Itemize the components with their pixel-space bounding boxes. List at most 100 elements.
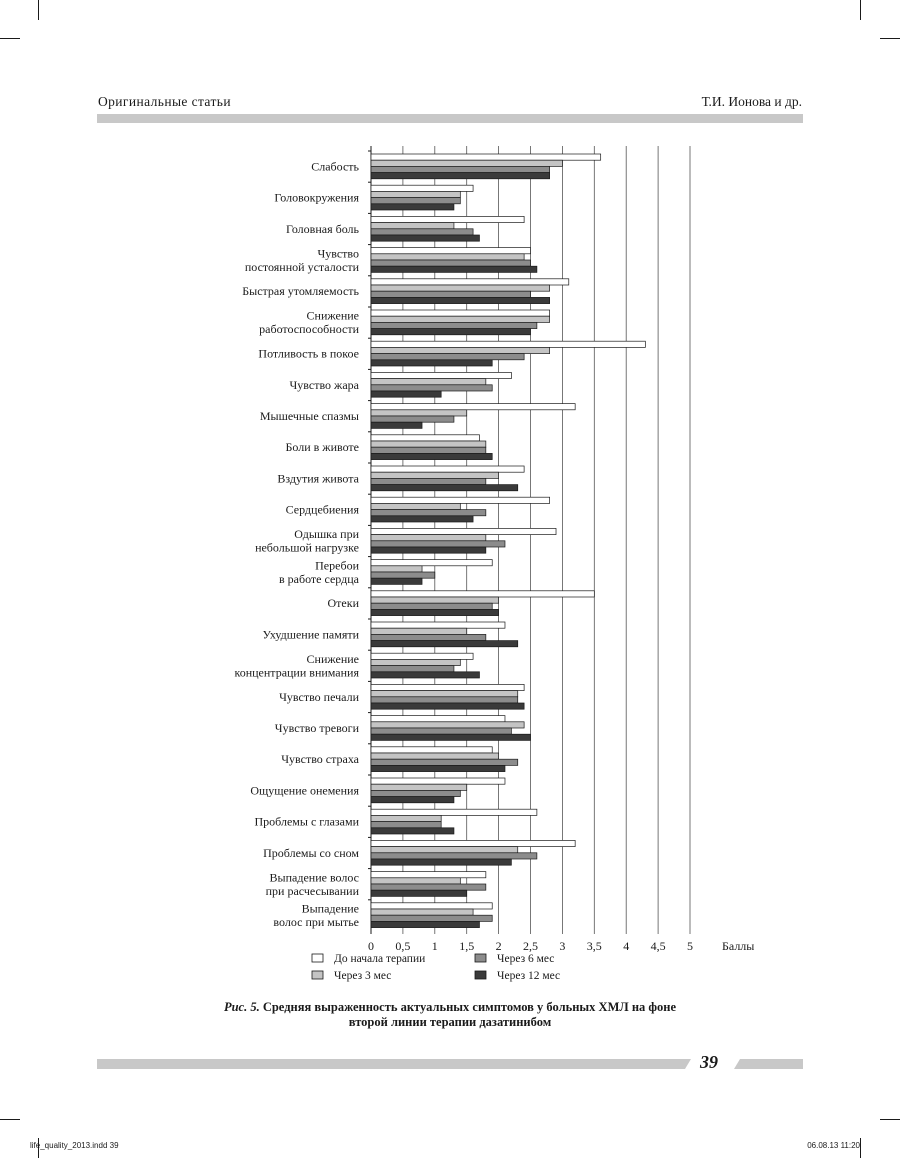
crop-mark xyxy=(0,38,20,39)
category-label: Сердцебиения xyxy=(286,503,360,517)
bar xyxy=(370,172,550,180)
bar xyxy=(370,515,474,523)
bar xyxy=(370,621,506,629)
bar xyxy=(370,434,480,442)
x-tick-label: 0,5 xyxy=(395,939,410,953)
bar xyxy=(370,914,493,922)
bar xyxy=(370,840,576,847)
bar xyxy=(370,634,487,641)
crop-mark xyxy=(38,1138,39,1158)
x-tick-label: 3 xyxy=(559,939,565,953)
bar xyxy=(370,727,512,735)
print-slug-date: 06.08.13 11:20 xyxy=(807,1141,860,1150)
bar xyxy=(370,889,468,897)
bar xyxy=(370,858,512,866)
bar xyxy=(370,421,423,429)
category-label: Снижение xyxy=(307,309,359,323)
bar xyxy=(370,565,423,573)
bar xyxy=(370,671,480,679)
category-label: Мышечные спазмы xyxy=(260,409,359,423)
crop-mark xyxy=(860,1138,861,1158)
category-label: Потливость в покое xyxy=(258,347,359,361)
bar xyxy=(370,571,436,579)
x-tick-label: 3,5 xyxy=(587,939,602,953)
bar xyxy=(370,203,455,211)
bar xyxy=(370,184,474,192)
bar xyxy=(370,415,455,423)
bar xyxy=(370,159,563,167)
bar xyxy=(370,921,480,928)
bar xyxy=(370,503,461,510)
bar xyxy=(370,290,531,298)
category-label: работоспособности xyxy=(259,322,359,336)
bar xyxy=(370,446,487,454)
bar xyxy=(370,808,538,816)
category-label: Выпадение волос xyxy=(270,870,359,884)
crop-mark xyxy=(880,38,900,39)
category-label: в работе сердца xyxy=(279,572,360,586)
category-label: Проблемы с глазами xyxy=(255,815,360,829)
bar xyxy=(370,453,493,460)
caption-line-2: второй линии терапии дазатинибом xyxy=(348,1015,552,1029)
bar xyxy=(370,315,550,323)
x-tick-label: 4 xyxy=(623,939,629,953)
bar xyxy=(370,509,487,517)
running-header-section: Оригинальные статьи xyxy=(98,94,231,109)
crop-mark xyxy=(860,0,861,20)
bar xyxy=(370,796,455,804)
bar xyxy=(370,752,499,760)
bar xyxy=(370,297,550,304)
category-label: Ухудшение памяти xyxy=(263,627,360,641)
bar xyxy=(370,390,442,398)
bar xyxy=(370,528,557,535)
legend-label: Через 3 мес xyxy=(334,970,391,982)
figure-label: Рис. 5. xyxy=(223,1000,260,1014)
bar xyxy=(370,821,442,829)
bar xyxy=(370,696,519,704)
category-label: Чувство xyxy=(317,246,359,260)
category-label: Вздутия живота xyxy=(277,471,359,485)
bar xyxy=(370,609,499,616)
category-label: Боли в животе xyxy=(285,440,359,454)
bar xyxy=(370,596,499,604)
figure-caption: Рис. 5. Средняя выраженность актуальных … xyxy=(100,1000,800,1030)
bar xyxy=(370,328,531,336)
category-label: постоянной усталости xyxy=(245,260,360,274)
header-rule xyxy=(97,114,803,123)
bar xyxy=(370,378,487,386)
crop-mark xyxy=(38,0,39,20)
footer-rule-left-tip xyxy=(685,1059,691,1069)
category-label: Быстрая утомляемость xyxy=(242,284,359,298)
legend-label: Через 12 мес xyxy=(497,970,560,982)
category-label: Перебои xyxy=(315,558,359,572)
x-tick-label: 1 xyxy=(432,939,438,953)
bar xyxy=(370,652,474,660)
bar xyxy=(370,877,461,885)
x-axis-title: Баллы xyxy=(722,939,754,953)
bar xyxy=(370,465,525,473)
category-label: при расчесывании xyxy=(266,884,360,898)
legend-label: Через 6 мес xyxy=(497,953,554,965)
bar xyxy=(370,265,538,273)
category-label: Отеки xyxy=(328,596,360,610)
bar xyxy=(370,309,550,317)
bar xyxy=(370,640,519,648)
symptom-bar-chart: 0 0,5 1 1,5 2 2,5 3 3,5 4 4,5 5 Баллы Слабость Голово… xyxy=(234,146,754,982)
x-tick-label: 1,5 xyxy=(459,939,474,953)
bar xyxy=(370,359,493,367)
category-label: Проблемы со сном xyxy=(263,846,359,860)
bar xyxy=(370,197,461,205)
print-slug-file: life_quality_2013.indd 39 xyxy=(30,1141,119,1150)
footer-rule-left xyxy=(97,1059,685,1069)
bar xyxy=(370,815,442,822)
legend-swatch xyxy=(474,953,487,963)
bar xyxy=(370,353,525,361)
bar xyxy=(370,534,487,542)
page-number: 39 xyxy=(700,1052,718,1072)
footer-rule-right-tip xyxy=(734,1059,740,1069)
bar xyxy=(370,883,487,891)
bar xyxy=(370,733,531,741)
bar xyxy=(370,777,506,785)
bar xyxy=(370,546,487,554)
crop-mark xyxy=(880,1119,900,1120)
